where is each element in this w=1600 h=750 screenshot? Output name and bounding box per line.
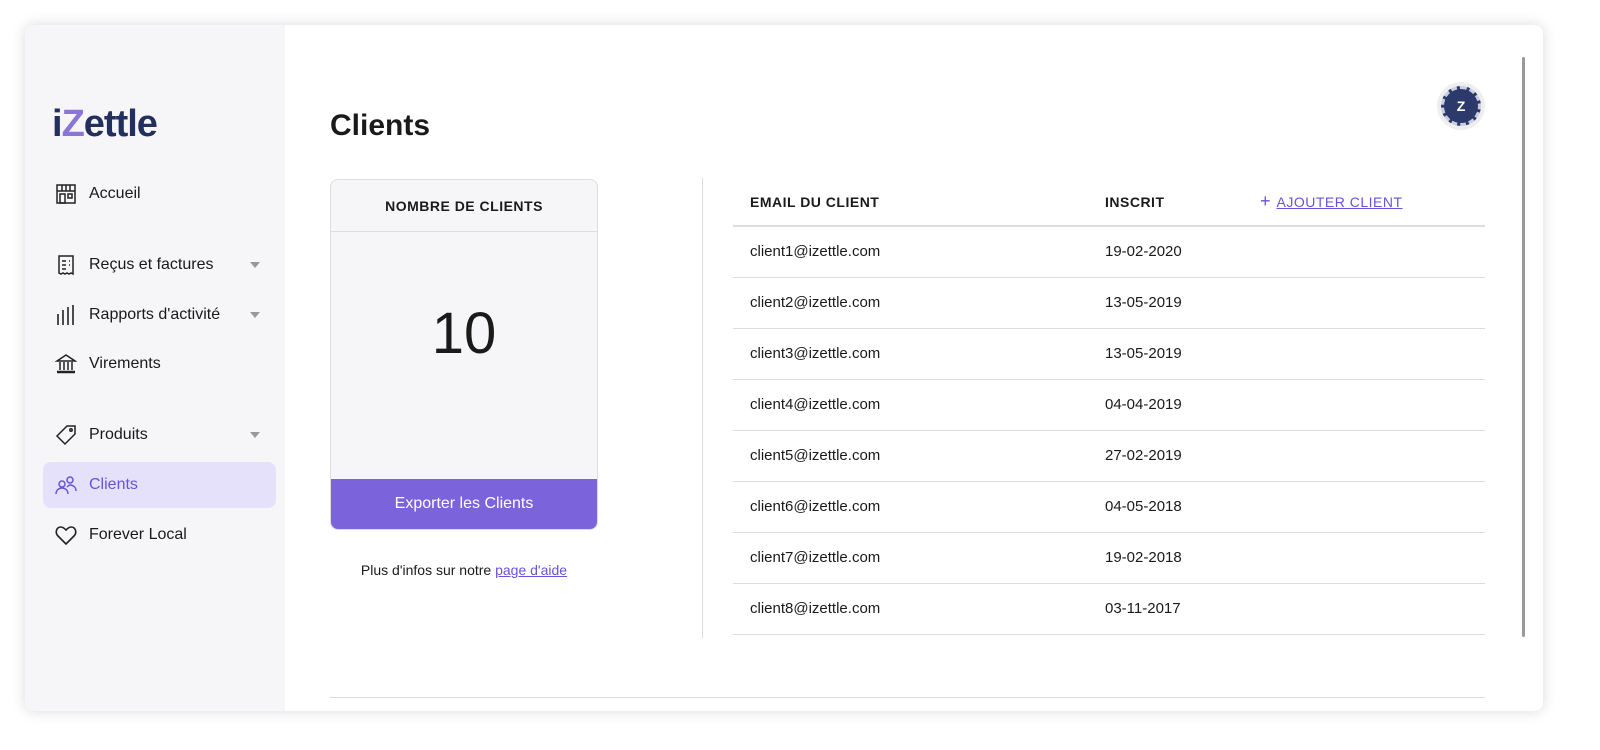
help-label: Plus d'infos sur notre	[360, 562, 496, 578]
divider	[330, 697, 1485, 698]
client-email: client6@izettle.com	[733, 481, 1088, 533]
client-email: client2@izettle.com	[733, 277, 1088, 329]
logo-part: i	[52, 103, 63, 145]
export-clients-button[interactable]: Exporter les Clients	[331, 479, 597, 529]
table-row[interactable]: client4@izettle.com 04-04-2019	[733, 379, 1485, 431]
logo-part: Z	[61, 103, 85, 145]
empty-cell	[1243, 379, 1485, 431]
tag-icon	[55, 425, 76, 446]
help-text: Plus d'infos sur notre page d'aide	[330, 562, 598, 578]
empty-cell	[1243, 328, 1485, 380]
empty-cell	[1243, 226, 1485, 278]
users-icon	[55, 476, 77, 495]
table-row[interactable]: client8@izettle.com 03-11-2017	[733, 583, 1485, 635]
chevron-down-icon	[250, 312, 260, 318]
registered-date: 04-05-2018	[1088, 481, 1243, 533]
sidebar-item-label: Clients	[89, 476, 138, 493]
add-client-label: AJOUTER CLIENT	[1276, 194, 1403, 210]
client-email: client5@izettle.com	[733, 430, 1088, 482]
client-email: client1@izettle.com	[733, 226, 1088, 278]
sidebar-item-rapports[interactable]: Rapports d'activité	[43, 292, 276, 338]
empty-cell	[1243, 430, 1485, 482]
chevron-down-icon	[250, 262, 260, 268]
table-row[interactable]: client7@izettle.com 19-02-2018	[733, 532, 1485, 584]
registered-date: 19-02-2020	[1088, 226, 1243, 278]
avatar[interactable]: Z	[1437, 82, 1485, 130]
clients-table: EMAIL DU CLIENT INSCRIT + AJOUTER CLIENT…	[733, 178, 1485, 635]
client-email: client3@izettle.com	[733, 328, 1088, 380]
empty-cell	[1243, 277, 1485, 329]
sidebar-item-label: Produits	[89, 426, 148, 443]
client-email: client7@izettle.com	[733, 532, 1088, 584]
empty-cell	[1243, 583, 1485, 635]
registered-date: 27-02-2019	[1088, 430, 1243, 482]
column-header-email[interactable]: EMAIL DU CLIENT	[733, 178, 1088, 227]
add-client-button[interactable]: + AJOUTER CLIENT	[1243, 178, 1485, 227]
divider	[702, 178, 703, 638]
sidebar-item-label: Forever Local	[89, 526, 187, 543]
table-row[interactable]: client6@izettle.com 04-05-2018	[733, 481, 1485, 533]
card-title: NOMBRE DE CLIENTS	[331, 180, 597, 232]
sidebar-item-recus[interactable]: Reçus et factures	[43, 242, 276, 288]
page-title: Clients	[330, 109, 431, 142]
heart-icon	[55, 526, 77, 546]
empty-cell	[1243, 481, 1485, 533]
table-row[interactable]: client5@izettle.com 27-02-2019	[733, 430, 1485, 482]
registered-date: 03-11-2017	[1088, 583, 1243, 635]
avatar-letter: Z	[1441, 86, 1481, 126]
bars-icon	[57, 305, 74, 325]
table-row[interactable]: client2@izettle.com 13-05-2019	[733, 277, 1485, 329]
registered-date: 19-02-2018	[1088, 532, 1243, 584]
column-header-registered[interactable]: INSCRIT	[1088, 178, 1243, 227]
registered-date: 04-04-2019	[1088, 379, 1243, 431]
chevron-down-icon	[250, 432, 260, 438]
sidebar-item-forever-local[interactable]: Forever Local	[43, 512, 276, 558]
izettle-logo[interactable]: iZettle	[52, 103, 158, 146]
table-row[interactable]: client3@izettle.com 13-05-2019	[733, 328, 1485, 380]
empty-cell	[1243, 532, 1485, 584]
client-count-card: NOMBRE DE CLIENTS 10 Exporter les Client…	[330, 179, 598, 530]
logo-part: ettle	[83, 103, 158, 145]
sidebar-item-label: Virements	[89, 355, 161, 372]
sidebar-item-label: Reçus et factures	[89, 256, 214, 273]
sidebar-item-produits[interactable]: Produits	[43, 412, 276, 458]
scrollbar[interactable]	[1522, 57, 1525, 637]
registered-date: 13-05-2019	[1088, 277, 1243, 329]
sidebar-item-label: Accueil	[89, 185, 141, 202]
sidebar: iZettle Accueil Reçus et factures Rappor…	[25, 25, 285, 711]
sidebar-item-clients[interactable]: Clients	[43, 462, 276, 508]
sidebar-item-accueil[interactable]: Accueil	[43, 171, 276, 217]
client-email: client8@izettle.com	[733, 583, 1088, 635]
store-icon	[56, 184, 76, 204]
client-email: client4@izettle.com	[733, 379, 1088, 431]
plus-icon: +	[1260, 191, 1277, 211]
sidebar-item-label: Rapports d'activité	[89, 306, 221, 323]
table-row[interactable]: client1@izettle.com 19-02-2020	[733, 226, 1485, 278]
bank-icon	[55, 354, 77, 374]
client-count: 10	[431, 301, 497, 366]
receipt-icon	[58, 255, 74, 276]
app-window: iZettle Accueil Reçus et factures Rappor…	[25, 25, 1543, 711]
help-page-link[interactable]: page d'aide	[495, 562, 568, 578]
registered-date: 13-05-2019	[1088, 328, 1243, 380]
sidebar-item-virements[interactable]: Virements	[43, 341, 276, 387]
